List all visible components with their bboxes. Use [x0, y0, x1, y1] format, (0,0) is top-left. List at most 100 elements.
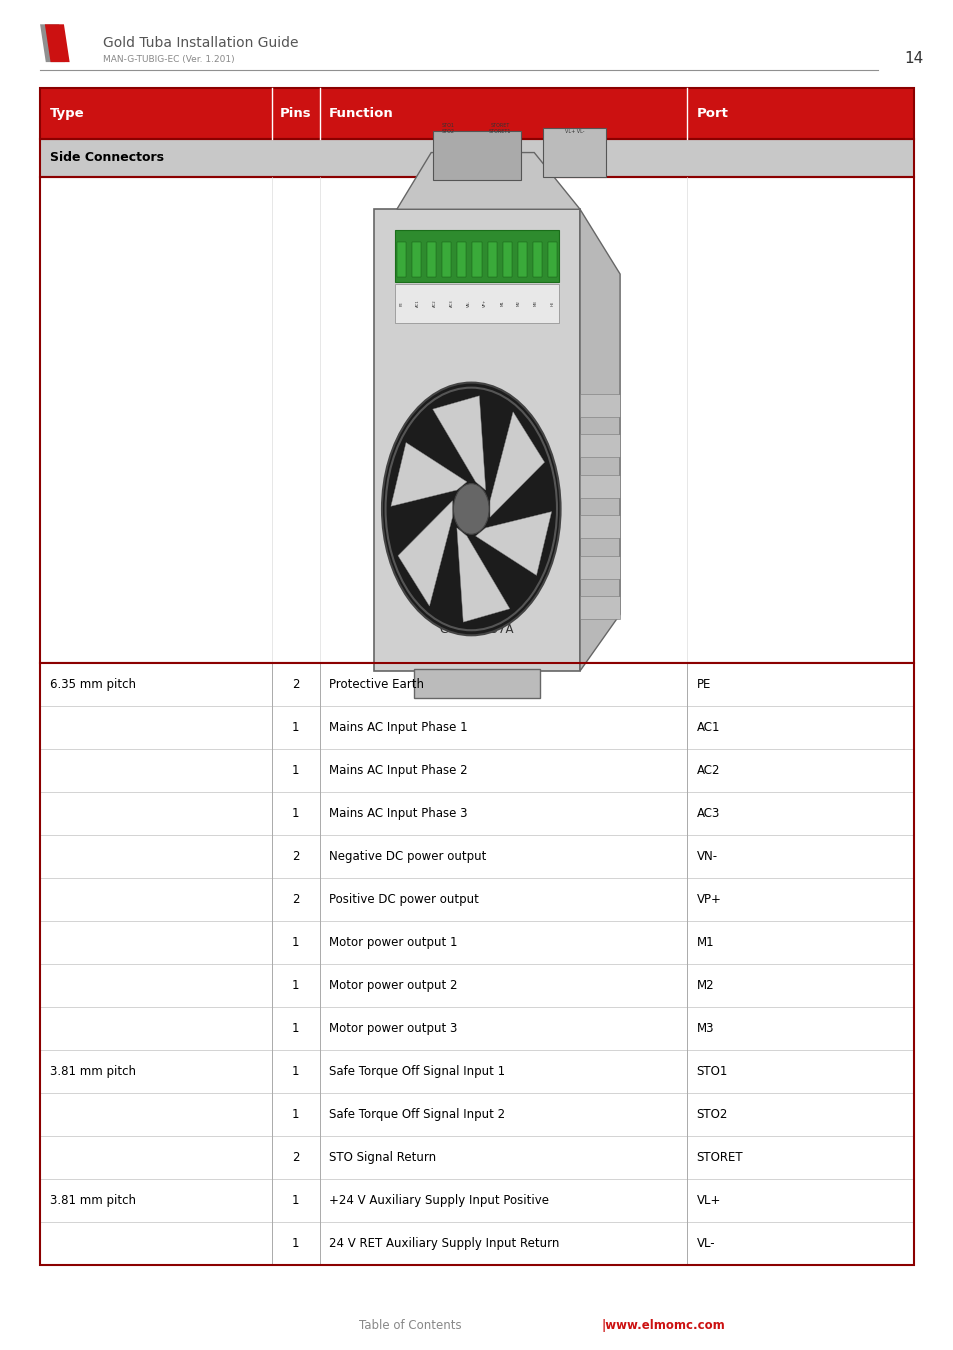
Text: PE: PE: [399, 301, 403, 305]
FancyBboxPatch shape: [40, 88, 913, 139]
Text: Negative DC power output: Negative DC power output: [329, 850, 486, 863]
Polygon shape: [476, 512, 551, 575]
Text: Mains AC Input Phase 1: Mains AC Input Phase 1: [329, 721, 467, 734]
Circle shape: [453, 483, 489, 535]
Text: M3: M3: [696, 1022, 713, 1035]
Polygon shape: [40, 24, 65, 62]
Text: M1: M1: [696, 936, 713, 949]
Text: 1: 1: [292, 807, 299, 819]
FancyBboxPatch shape: [414, 670, 539, 698]
FancyBboxPatch shape: [395, 284, 558, 323]
FancyBboxPatch shape: [412, 242, 420, 277]
FancyBboxPatch shape: [579, 516, 619, 539]
Text: 24 V RET Auxiliary Supply Input Return: 24 V RET Auxiliary Supply Input Return: [329, 1237, 558, 1250]
Text: STORET: STORET: [696, 1152, 742, 1164]
Text: VL+: VL+: [696, 1193, 720, 1207]
FancyBboxPatch shape: [472, 242, 481, 277]
Polygon shape: [397, 501, 452, 606]
Polygon shape: [396, 153, 579, 209]
Text: Protective Earth: Protective Earth: [329, 678, 424, 691]
FancyBboxPatch shape: [396, 242, 406, 277]
Text: AC1: AC1: [416, 300, 419, 306]
Text: STO1
STO2: STO1 STO2: [441, 123, 455, 134]
Text: Safe Torque Off Signal Input 2: Safe Torque Off Signal Input 2: [329, 1108, 505, 1120]
Text: AC3: AC3: [696, 807, 720, 819]
Text: Motor power output 3: Motor power output 3: [329, 1022, 457, 1035]
Text: Type: Type: [50, 107, 84, 120]
Text: 1: 1: [292, 1108, 299, 1120]
Text: Mains AC Input Phase 2: Mains AC Input Phase 2: [329, 764, 467, 776]
FancyBboxPatch shape: [579, 556, 619, 579]
FancyBboxPatch shape: [40, 1135, 913, 1179]
Text: VP+: VP+: [483, 300, 487, 308]
Polygon shape: [433, 396, 485, 490]
FancyBboxPatch shape: [40, 921, 913, 964]
Text: Side Connectors: Side Connectors: [50, 151, 163, 165]
FancyBboxPatch shape: [374, 209, 579, 671]
Text: 2: 2: [292, 892, 299, 906]
FancyBboxPatch shape: [40, 1222, 913, 1265]
Text: AC2: AC2: [433, 300, 436, 306]
FancyBboxPatch shape: [40, 964, 913, 1007]
FancyBboxPatch shape: [40, 139, 913, 177]
FancyBboxPatch shape: [40, 1007, 913, 1050]
FancyBboxPatch shape: [40, 1050, 913, 1094]
Circle shape: [381, 382, 560, 636]
Text: Safe Torque Off Signal Input 1: Safe Torque Off Signal Input 1: [329, 1065, 505, 1077]
FancyBboxPatch shape: [579, 435, 619, 458]
Text: Port: Port: [696, 107, 727, 120]
Text: 1: 1: [292, 721, 299, 734]
Text: AC3: AC3: [450, 300, 454, 306]
Polygon shape: [579, 209, 619, 671]
Text: VN-: VN-: [466, 300, 470, 306]
Text: VN-: VN-: [696, 850, 717, 863]
Text: PE: PE: [696, 678, 710, 691]
Text: Pins: Pins: [279, 107, 312, 120]
Text: 3.81 mm pitch: 3.81 mm pitch: [50, 1193, 135, 1207]
Text: 6.35 mm pitch: 6.35 mm pitch: [50, 678, 135, 691]
Text: Motor power output 1: Motor power output 1: [329, 936, 457, 949]
Text: Table of Contents: Table of Contents: [358, 1319, 461, 1332]
FancyBboxPatch shape: [442, 242, 451, 277]
FancyBboxPatch shape: [533, 242, 541, 277]
Text: AC1: AC1: [696, 721, 720, 734]
Text: 3.81 mm pitch: 3.81 mm pitch: [50, 1065, 135, 1077]
FancyBboxPatch shape: [579, 475, 619, 498]
FancyBboxPatch shape: [456, 242, 466, 277]
Text: HE: HE: [550, 301, 554, 306]
Text: 1: 1: [292, 1022, 299, 1035]
FancyBboxPatch shape: [40, 1094, 913, 1135]
Text: STORET
STORET1: STORET STORET1: [488, 123, 511, 134]
Polygon shape: [391, 443, 466, 506]
Text: Motor power output 2: Motor power output 2: [329, 979, 457, 992]
Polygon shape: [45, 24, 70, 62]
Text: Mains AC Input Phase 3: Mains AC Input Phase 3: [329, 807, 467, 819]
Text: Function: Function: [329, 107, 394, 120]
Polygon shape: [456, 528, 509, 622]
Text: |www.elmomc.com: |www.elmomc.com: [600, 1319, 724, 1332]
Text: VP+: VP+: [696, 892, 720, 906]
FancyBboxPatch shape: [502, 242, 511, 277]
Text: 2: 2: [292, 678, 299, 691]
Text: 1: 1: [292, 936, 299, 949]
FancyBboxPatch shape: [40, 177, 913, 663]
FancyBboxPatch shape: [517, 242, 526, 277]
FancyBboxPatch shape: [40, 834, 913, 878]
Text: AC2: AC2: [696, 764, 720, 776]
Text: Gold Tuba Installation Guide: Gold Tuba Installation Guide: [103, 36, 298, 50]
Text: M2: M2: [696, 979, 713, 992]
Text: M2: M2: [517, 300, 520, 306]
Text: 1: 1: [292, 1193, 299, 1207]
FancyBboxPatch shape: [395, 231, 558, 282]
Text: 2: 2: [292, 850, 299, 863]
Text: +24 V Auxiliary Supply Input Positive: +24 V Auxiliary Supply Input Positive: [329, 1193, 549, 1207]
Text: STO Signal Return: STO Signal Return: [329, 1152, 436, 1164]
FancyBboxPatch shape: [433, 131, 520, 180]
Text: M3: M3: [534, 300, 537, 306]
FancyBboxPatch shape: [579, 597, 619, 620]
Text: VL+ VL-: VL+ VL-: [564, 130, 584, 134]
FancyBboxPatch shape: [40, 792, 913, 834]
Text: Positive DC power output: Positive DC power output: [329, 892, 478, 906]
Text: 1: 1: [292, 1237, 299, 1250]
FancyBboxPatch shape: [427, 242, 436, 277]
